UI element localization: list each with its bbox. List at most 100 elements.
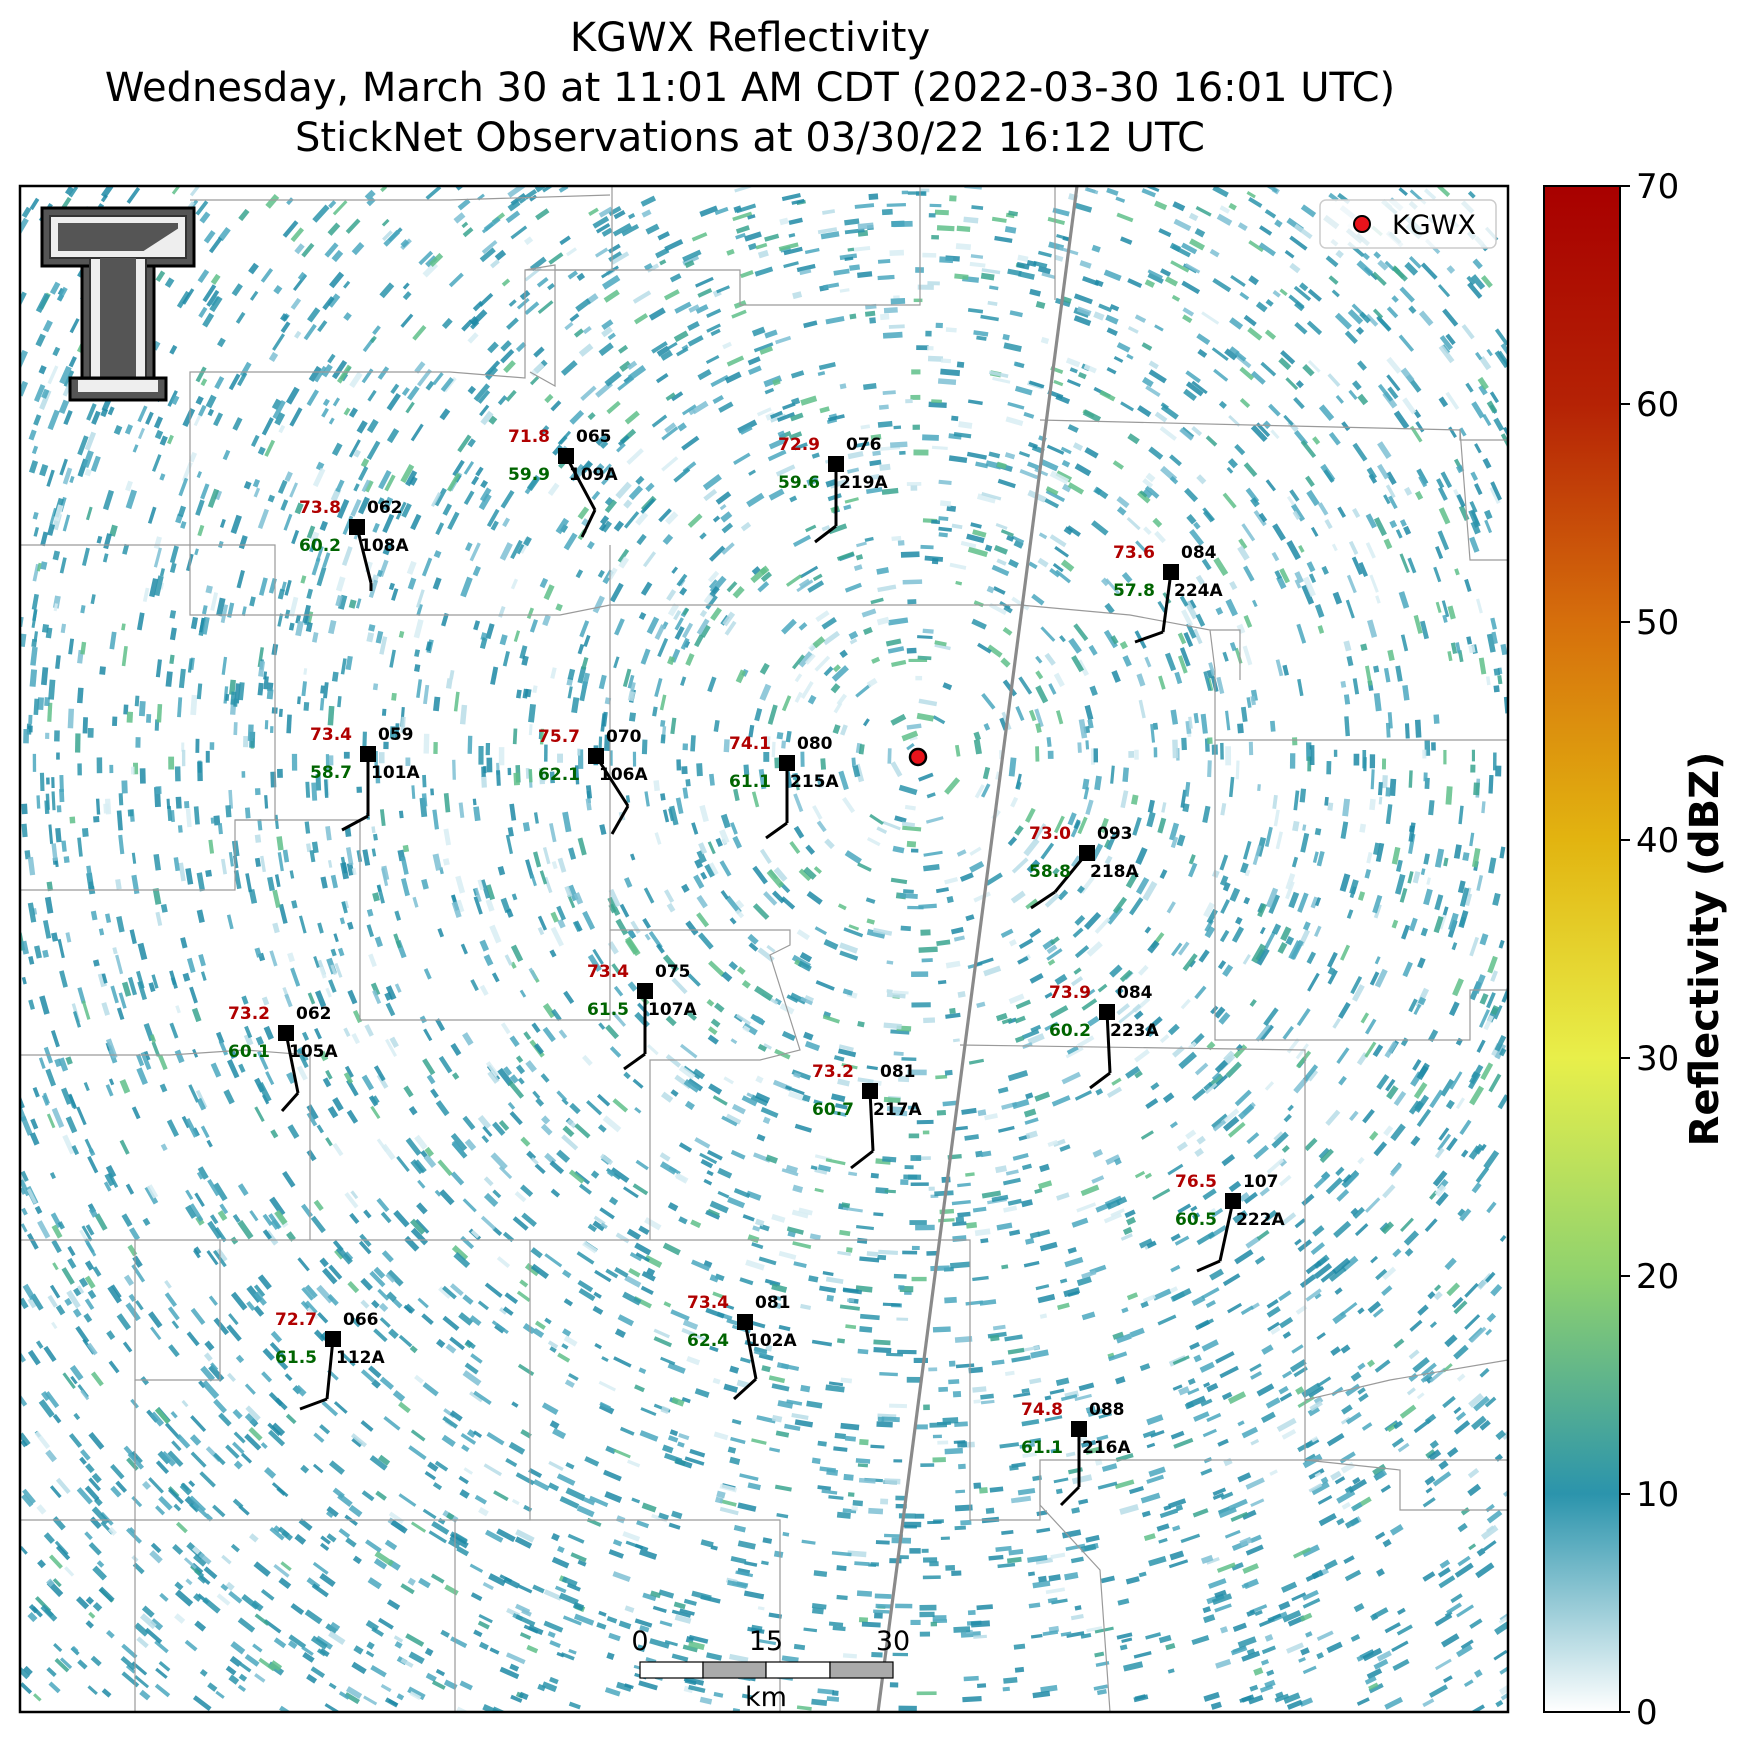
station-wind-direction: 088 — [1089, 1400, 1125, 1420]
station-dewpoint: 61.1 — [1021, 1438, 1063, 1458]
wind-barb-staff — [1218, 1200, 1235, 1262]
colorbar-ticks: 0 10 20 30 40 50 60 70 — [1620, 167, 1679, 1733]
wind-barb-flag — [341, 814, 369, 832]
wind-barb-staff — [355, 526, 373, 584]
wind-barb-flag — [765, 821, 788, 840]
state-boundary — [876, 186, 1079, 1712]
station-222A: 76.5 107 60.5 222A — [1175, 1172, 1285, 1273]
station-dewpoint: 60.1 — [228, 1042, 270, 1062]
station-dewpoint: 58.7 — [310, 763, 352, 783]
station-temperature: 71.8 — [508, 427, 550, 447]
colorbar-bar — [1543, 185, 1621, 1713]
wind-barb-flag — [1030, 890, 1056, 910]
station-wind-direction: 070 — [606, 727, 642, 747]
station-109A: 71.8 065 59.9 109A — [508, 427, 618, 538]
station-dewpoint: 61.1 — [729, 772, 771, 792]
station-224A: 73.6 084 57.8 224A — [1113, 543, 1223, 644]
station-name: 219A — [839, 473, 888, 493]
wind-barb-flag — [1134, 630, 1164, 644]
colorbar-tick-label: 50 — [1636, 603, 1679, 643]
station-temperature: 72.9 — [778, 435, 820, 455]
station-wind-direction: 076 — [846, 435, 882, 455]
station-name: 218A — [1090, 862, 1139, 882]
station-temperature: 73.4 — [687, 1293, 729, 1313]
county-line — [555, 186, 921, 306]
station-name: 222A — [1236, 1210, 1285, 1230]
colorbar-tick-label: 30 — [1636, 1039, 1679, 1079]
station-name: 107A — [648, 1000, 697, 1020]
wind-barb-staff — [594, 755, 630, 807]
county-line — [359, 890, 611, 1021]
wind-barb-flag — [610, 805, 630, 835]
station-marker — [278, 1025, 294, 1041]
station-marker — [325, 1331, 341, 1347]
station-marker — [588, 748, 604, 764]
station-name: 102A — [748, 1331, 797, 1351]
title-line-2: Wednesday, March 30 at 11:01 AM CDT (202… — [104, 65, 1396, 111]
station-temperature: 75.7 — [538, 727, 580, 747]
wind-barb-flag — [1196, 1259, 1221, 1273]
station-marker — [1079, 845, 1095, 861]
wind-barb-staff — [868, 1090, 875, 1152]
station-dewpoint: 61.5 — [587, 1000, 629, 1020]
station-216A: 74.8 088 61.1 216A — [1021, 1400, 1131, 1507]
title-line-1: KGWX Reflectivity — [569, 15, 931, 61]
wind-barb-staff — [284, 1032, 300, 1094]
wind-barb-staff — [325, 1338, 335, 1400]
colorbar: 0 10 20 30 40 50 60 70 Reflectivity (dBZ) — [1543, 167, 1728, 1733]
sticknet-stations: 71.8 065 59.9 109A 72.9 076 59.6 219A 73.8 062 60.… — [228, 427, 1285, 1507]
station-marker — [349, 519, 365, 535]
station-dewpoint: 60.7 — [812, 1100, 854, 1120]
station-name: 101A — [371, 763, 420, 783]
station-temperature: 73.6 — [1113, 543, 1155, 563]
wind-barb-flag — [850, 1149, 874, 1170]
station-wind-direction: 062 — [367, 498, 403, 518]
station-name: 224A — [1174, 581, 1223, 601]
station-dewpoint: 57.8 — [1113, 581, 1155, 601]
station-marker — [1163, 564, 1179, 580]
county-line — [455, 1519, 781, 1712]
station-name: 216A — [1082, 1438, 1131, 1458]
station-dewpoint: 62.1 — [538, 765, 580, 785]
county-line — [134, 1240, 221, 1381]
station-wind-direction: 066 — [343, 1310, 379, 1330]
station-marker — [360, 746, 376, 762]
station-101A: 73.4 059 58.7 101A — [310, 725, 420, 832]
station-wind-direction: 084 — [1181, 543, 1217, 563]
station-temperature: 73.9 — [1049, 983, 1091, 1003]
wind-barb-flag — [732, 1377, 758, 1401]
county-line — [1214, 740, 1508, 1041]
station-dewpoint: 58.8 — [1029, 862, 1071, 882]
scale-label-30: 30 — [876, 1626, 910, 1657]
station-wind-direction: 081 — [880, 1062, 916, 1082]
station-temperature: 73.8 — [299, 498, 341, 518]
county-line — [20, 1049, 311, 1240]
station-temperature: 73.2 — [812, 1062, 854, 1082]
station-215A: 74.1 080 61.1 215A — [729, 734, 839, 840]
station-dewpoint: 60.5 — [1175, 1210, 1217, 1230]
scale-unit: km — [745, 1682, 787, 1713]
county-line — [1459, 429, 1508, 561]
station-dewpoint: 62.4 — [687, 1331, 729, 1351]
county-line — [1304, 1459, 1508, 1511]
station-marker — [862, 1083, 878, 1099]
station-temperature: 72.7 — [275, 1310, 317, 1330]
station-marker — [1099, 1004, 1115, 1020]
county-line — [609, 605, 801, 1240]
station-marker — [828, 456, 844, 472]
wind-barb-flag — [623, 1052, 646, 1071]
colorbar-tick-label: 70 — [1636, 167, 1679, 207]
station-wind-direction: 080 — [797, 734, 833, 754]
station-wind-direction: 059 — [378, 725, 414, 745]
scale-label-0: 0 — [631, 1626, 648, 1657]
wind-barb-flag — [814, 524, 837, 544]
station-wind-direction: 084 — [1117, 983, 1153, 1003]
station-marker — [1071, 1421, 1087, 1437]
station-wind-direction: 065 — [576, 427, 612, 447]
colorbar-tick-label: 20 — [1636, 1257, 1679, 1297]
legend-marker-icon — [1353, 215, 1371, 233]
map-frame — [18, 184, 1510, 1714]
station-temperature: 74.1 — [729, 734, 771, 754]
station-219A: 72.9 076 59.6 219A — [778, 435, 888, 544]
station-name: 105A — [289, 1042, 338, 1062]
